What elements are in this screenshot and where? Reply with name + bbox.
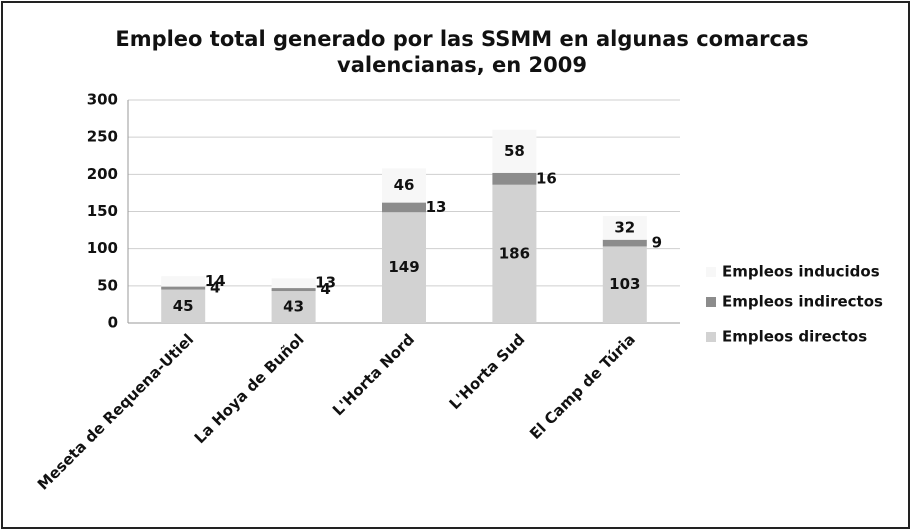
bar-segment <box>271 288 316 292</box>
bar-segment <box>271 291 316 323</box>
bar-segment <box>382 212 426 323</box>
data-label: 16 <box>536 169 557 187</box>
data-label: 149 <box>388 258 419 276</box>
chart-title: Empleo total generado por las SSMM en al… <box>115 27 808 51</box>
data-label: 45 <box>173 297 194 315</box>
data-label: 186 <box>499 244 530 262</box>
legend-swatch <box>706 267 716 277</box>
bar-segment <box>161 289 206 323</box>
data-label: 103 <box>609 275 640 293</box>
legend-label: Empleos inducidos <box>722 263 880 281</box>
bar-segment <box>271 278 316 289</box>
data-label: 4 <box>210 279 220 297</box>
data-label: 13 <box>426 198 447 216</box>
legend-swatch <box>706 332 716 342</box>
bar-segment <box>492 184 537 323</box>
data-label: 58 <box>504 142 525 160</box>
data-label: 9 <box>652 234 662 252</box>
bar-segment <box>161 286 206 290</box>
data-label: 13 <box>315 274 336 292</box>
y-tick-label: 0 <box>108 314 118 332</box>
data-label: 43 <box>283 298 304 316</box>
bar-segment <box>602 239 647 247</box>
bar-segment <box>602 215 647 240</box>
legend-swatch <box>706 297 716 307</box>
y-tick-label: 300 <box>87 91 118 109</box>
bar-segment <box>161 276 206 287</box>
bar-segment <box>492 129 537 173</box>
legend-label: Empleos indirectos <box>722 293 883 311</box>
data-label: 4 <box>320 280 330 298</box>
y-tick-label: 150 <box>87 202 118 220</box>
data-label: 14 <box>205 272 226 290</box>
y-tick-label: 250 <box>87 128 118 146</box>
bar-segment <box>382 202 426 213</box>
y-tick-label: 200 <box>87 165 118 183</box>
bar-segment <box>492 172 537 185</box>
data-label: 32 <box>614 218 635 236</box>
y-tick-label: 100 <box>87 239 118 257</box>
chart-title: valencianas, en 2009 <box>337 53 587 77</box>
bar-segment <box>382 168 426 203</box>
legend-label: Empleos directos <box>722 328 867 346</box>
data-label: 46 <box>394 176 415 194</box>
y-tick-label: 50 <box>97 276 118 294</box>
bar-segment <box>602 246 647 323</box>
